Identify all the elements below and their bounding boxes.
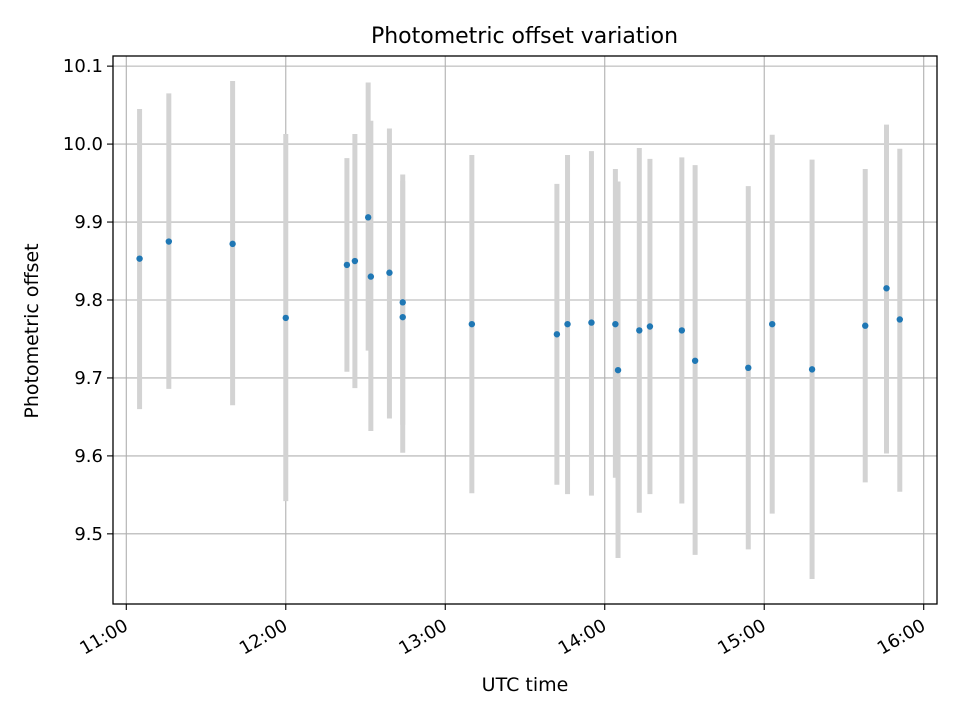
grid xyxy=(113,56,937,604)
y-tick-label: 10.0 xyxy=(63,134,103,155)
data-point xyxy=(343,261,351,269)
data-point xyxy=(282,314,289,322)
data-point xyxy=(399,313,406,321)
data-point xyxy=(691,357,699,364)
chart-title: Photometric offset variation xyxy=(371,24,678,49)
data-point xyxy=(399,299,406,306)
data-point xyxy=(678,327,686,334)
data-point xyxy=(614,366,622,374)
plot-frame xyxy=(112,55,938,605)
data-point xyxy=(136,255,143,262)
data-point xyxy=(588,319,595,326)
data-point xyxy=(364,214,372,221)
y-tick-label: 9.5 xyxy=(74,524,103,545)
data-point xyxy=(745,364,752,372)
data-point xyxy=(386,269,393,276)
data-point xyxy=(636,327,643,334)
y-tick-label: 9.9 xyxy=(74,212,103,233)
y-tick-label: 9.7 xyxy=(74,368,103,389)
y-tick-label: 9.6 xyxy=(74,446,103,467)
x-axis-label: UTC time xyxy=(482,674,569,696)
y-tick-label: 9.8 xyxy=(74,290,103,311)
data-point xyxy=(165,238,173,245)
y-tick-label: 10.1 xyxy=(63,56,103,77)
y-axis-label: Photometric offset xyxy=(21,243,43,418)
y-axis: 9.5 9.6 9.7 9.8 9.9 10.0 10.1 xyxy=(63,56,113,545)
data-point xyxy=(564,320,571,328)
data-point xyxy=(883,285,890,292)
data-point xyxy=(468,320,476,328)
data-point xyxy=(351,257,359,265)
data-point xyxy=(646,323,654,330)
data-point xyxy=(612,320,619,328)
data-point xyxy=(862,322,869,329)
data-point xyxy=(367,273,375,280)
data-point xyxy=(229,240,236,248)
data-point xyxy=(553,331,561,338)
data-points xyxy=(136,214,903,374)
data-point xyxy=(808,366,816,373)
data-point xyxy=(896,316,903,323)
data-point xyxy=(769,320,776,328)
